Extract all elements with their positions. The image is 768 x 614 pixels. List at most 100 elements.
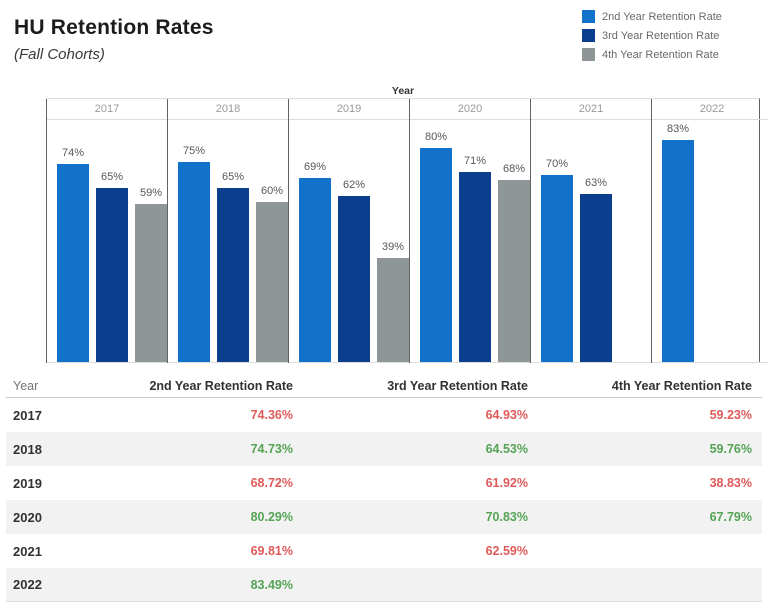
bar-2019-3rd[interactable] [338, 196, 370, 362]
bar-2018-3rd[interactable] [217, 188, 249, 362]
bar-2019-2nd[interactable] [299, 178, 331, 362]
value-cell: 74.73% [250, 442, 293, 456]
legend-label: 3rd Year Retention Rate [602, 29, 720, 42]
table-row-2022: 2022 83.49% [6, 568, 762, 602]
column-header-3: 4th Year Retention Rate [611, 378, 752, 393]
table-header-row: Year 2nd Year Retention Rate 3rd Year Rete… [6, 374, 762, 398]
year-panel-plot: 80% 71% 68% [410, 120, 530, 363]
bar-2020-3rd[interactable] [459, 172, 491, 362]
bar-slot: 65% [96, 171, 128, 362]
bar-2019-4th[interactable] [377, 258, 409, 362]
chart-axis-title: Year [391, 85, 415, 97]
bar-slot: 74% [57, 147, 89, 362]
title-block: HU Retention Rates (Fall Cohorts) [14, 16, 214, 63]
bar-slot: 69% [299, 161, 331, 362]
bar-value-label: 65% [100, 171, 124, 183]
bar-slot: 63% [580, 177, 612, 362]
bar-value-label: 80% [424, 131, 448, 143]
bar-slot: 62% [338, 179, 370, 362]
bar-value-label: 62% [342, 179, 366, 191]
year-panel-label: 2018 [168, 99, 288, 120]
bar-slot: 65% [217, 171, 249, 362]
value-cell: 80.29% [250, 510, 293, 524]
bar-2022-2nd[interactable] [662, 140, 694, 362]
value-cell: 74.36% [250, 408, 293, 422]
column-header-2: 3rd Year Retention Rate [387, 378, 528, 393]
bar-slot: 39% [377, 241, 409, 362]
bar-2021-3rd[interactable] [580, 194, 612, 362]
legend-swatch-icon [582, 48, 595, 61]
bar-slot: 80% [420, 131, 452, 362]
value-cell: 68.72% [250, 476, 293, 490]
year-panel-plot: 75% 65% 60% [168, 120, 288, 363]
year-panel-label: 2020 [410, 99, 530, 120]
year-panel-label: 2021 [531, 99, 651, 120]
chart-panels: 2017 74% 65% 59% 2018 75% 65% 60% 2019 69% 62% 39% 2… [46, 98, 768, 363]
bar-value-label: 71% [463, 155, 487, 167]
page-title: HU Retention Rates [14, 16, 214, 39]
bar-slot: 71% [459, 155, 491, 362]
bar-value-label: 69% [303, 161, 327, 173]
page-subtitle: (Fall Cohorts) [14, 46, 105, 63]
bar-slot: 83% [662, 123, 694, 362]
bar-2021-2nd[interactable] [541, 175, 573, 362]
column-header-1: 2nd Year Retention Rate [149, 378, 293, 393]
bar-value-label: 70% [545, 158, 569, 170]
value-cell: 67.79% [709, 510, 752, 524]
bar-value-label: 63% [584, 177, 608, 189]
value-cell: 61.92% [485, 476, 528, 490]
value-cell: 83.49% [250, 577, 293, 592]
bar-slot: 59% [135, 187, 167, 362]
value-cell: 38.83% [709, 476, 752, 490]
year-panel-plot: 74% 65% 59% [47, 120, 167, 363]
bar-value-label: 39% [381, 241, 405, 253]
year-cell: 2022 [13, 577, 42, 592]
year-panel-2017: 2017 74% 65% 59% [46, 99, 167, 363]
column-header-year: Year [13, 378, 39, 393]
year-panel-label: 2019 [289, 99, 409, 120]
bar-2017-2nd[interactable] [57, 164, 89, 362]
bar-value-label: 65% [221, 171, 245, 183]
retention-table: Year 2nd Year Retention Rate 3rd Year Rete… [0, 374, 768, 602]
legend-label: 2nd Year Retention Rate [602, 10, 722, 23]
value-cell: 59.23% [709, 408, 752, 422]
year-panel-2019: 2019 69% 62% 39% [288, 99, 409, 363]
year-panel-2022: 2022 83% [651, 99, 768, 363]
year-cell: 2018 [13, 441, 42, 457]
bar-value-label: 60% [260, 185, 284, 197]
value-cell: 62.59% [485, 544, 528, 558]
value-cell: 59.76% [709, 442, 752, 456]
value-cell: 70.83% [485, 510, 528, 524]
year-panel-2021: 2021 70% 63% [530, 99, 651, 363]
table-row-2020: 2020 80.29% 70.83% 67.79% [6, 500, 762, 534]
bar-slot: 70% [541, 158, 573, 362]
year-cell: 2017 [13, 407, 42, 423]
bar-slot: 68% [498, 163, 530, 362]
year-cell: 2020 [13, 509, 42, 525]
bar-2017-4th[interactable] [135, 204, 167, 362]
bar-slot: 60% [256, 185, 288, 362]
bar-value-label: 75% [182, 145, 206, 157]
value-cell: 69.81% [250, 544, 293, 558]
legend-item-3[interactable]: 4th Year Retention Rate [582, 48, 722, 61]
table-row-2019: 2019 68.72% 61.92% 38.83% [6, 466, 762, 500]
year-panel-plot: 69% 62% 39% [289, 120, 409, 363]
bar-2020-4th[interactable] [498, 180, 530, 362]
value-cell: 64.53% [485, 442, 528, 456]
table-row-2021: 2021 69.81% 62.59% [6, 534, 762, 568]
table-row-2017: 2017 74.36% 64.93% 59.23% [6, 398, 762, 432]
bar-value-label: 59% [139, 187, 163, 199]
year-panel-2020: 2020 80% 71% 68% [409, 99, 530, 363]
bar-2020-2nd[interactable] [420, 148, 452, 362]
bar-value-label: 74% [61, 147, 85, 159]
legend-item-1[interactable]: 2nd Year Retention Rate [582, 10, 722, 23]
year-panel-label: 2022 [652, 99, 768, 120]
year-panel-2018: 2018 75% 65% 60% [167, 99, 288, 363]
legend-item-2[interactable]: 3rd Year Retention Rate [582, 29, 722, 42]
bar-2017-3rd[interactable] [96, 188, 128, 362]
legend-swatch-icon [582, 29, 595, 42]
value-cell: 64.93% [485, 408, 528, 422]
legend: 2nd Year Retention Rate 3rd Year Retentio… [582, 10, 722, 67]
bar-2018-4th[interactable] [256, 202, 288, 362]
bar-2018-2nd[interactable] [178, 162, 210, 362]
